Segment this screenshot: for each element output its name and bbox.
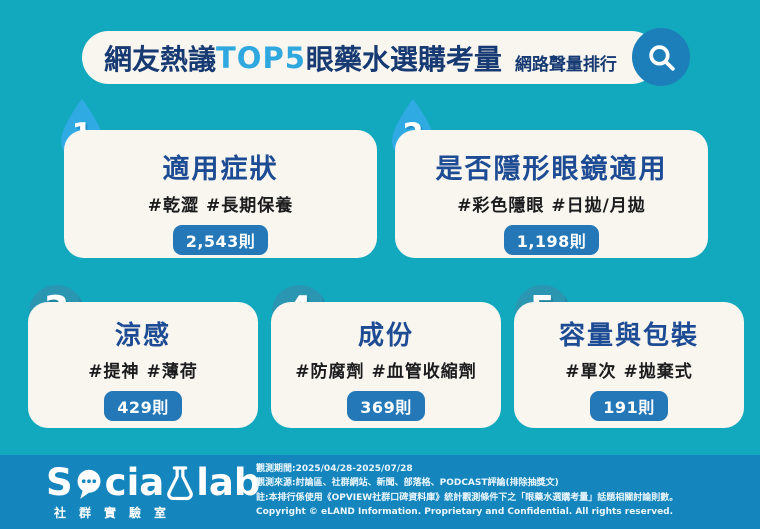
mention-count-badge: 369則 [347,391,425,421]
title-suffix: 眼藥水選購考量 [305,42,502,76]
rank-card-body: 成份 #防腐劑 #血管收縮劑 369則 [271,302,501,428]
logo-text-lab: lab [196,461,261,504]
sociallab-logo: S cia lab 社群實驗室 [46,464,260,521]
observation-sources: 觀測來源:討論區、社群網站、新聞、部落格、PODCAST評論(排除抽獎文) [256,478,559,489]
mention-count-badge: 429則 [104,391,182,421]
footer-fineprint: 觀測期間:2025/04/28-2025/07/28 觀測來源:討論區、社群網站… [256,462,752,520]
flask-icon [167,465,194,500]
logo-text-cia: cia [104,461,165,504]
card-title: 成份 [357,321,414,351]
header-banner: 網友熱議 TOP5 眼藥水選購考量 網路聲量排行 [82,31,658,84]
rank-card-body: 容量與包裝 #單次 #拋棄式 191則 [514,302,744,428]
mention-count-badge: 1,198則 [503,225,600,255]
rank-card: 4 4 成份 #防腐劑 #血管收縮劑 369則 [271,285,501,428]
rank-card-body: 適用症狀 #乾澀 #長期保養 2,543則 [64,130,377,258]
observation-period: 觀測期間:2025/04/28-2025/07/28 [256,464,413,474]
rank-row-top: 1 1 適用症狀 #乾澀 #長期保養 2,543則 2 2 是否隱形眼鏡適用 #… [61,99,708,258]
rank-card-body: 是否隱形眼鏡適用 #彩色隱眼 #日拋/月拋 1,198則 [395,130,708,258]
card-hashtags: #彩色隱眼 #日拋/月拋 [457,196,646,216]
rank-row-bottom: 3 3 涼感 #提神 #薄荷 429則 4 4 成份 #防腐劑 #血管收縮劑 3… [28,285,744,428]
mention-count-badge: 2,543則 [172,225,269,255]
methodology-note: 註:本排行係使用《OPVIEW社群口碑資料庫》統計觀測條件下之「眼藥水選購考量」… [256,492,679,503]
card-hashtags: #提神 #薄荷 [88,362,198,382]
title-prefix: 網友熱議 [104,42,217,76]
rank-card-body: 涼感 #提神 #薄荷 429則 [28,302,258,428]
card-title: 適用症狀 [162,154,279,185]
rank-card: 5 5 容量與包裝 #單次 #拋棄式 191則 [514,285,744,428]
logo-text-s: S [46,461,73,504]
speech-bubble-icon [77,469,101,499]
card-title: 容量與包裝 [558,321,699,351]
mention-count-badge: 191則 [590,391,668,421]
card-title: 是否隱形眼鏡適用 [435,154,668,185]
footer: S cia lab 社群實驗室 觀測期間:2025/04/28-2025/07/… [0,455,760,529]
title-top5: TOP5 [216,40,306,75]
card-hashtags: #單次 #拋棄式 [565,362,693,382]
logo-wordmark: S cia lab [46,464,260,501]
header-subtitle: 網路聲量排行 [514,54,617,75]
search-icon [632,28,690,86]
rank-card: 2 2 是否隱形眼鏡適用 #彩色隱眼 #日拋/月拋 1,198則 [392,99,708,258]
copyright-line: Copyright © eLAND Information. Proprieta… [256,507,674,518]
rank-card: 1 1 適用症狀 #乾澀 #長期保養 2,543則 [61,99,377,258]
logo-subtitle: 社群實驗室 [54,506,180,520]
rank-card: 3 3 涼感 #提神 #薄荷 429則 [28,285,258,428]
card-title: 涼感 [114,321,171,351]
card-hashtags: #防腐劑 #血管收縮劑 [295,362,477,382]
card-hashtags: #乾澀 #長期保養 [147,196,294,216]
